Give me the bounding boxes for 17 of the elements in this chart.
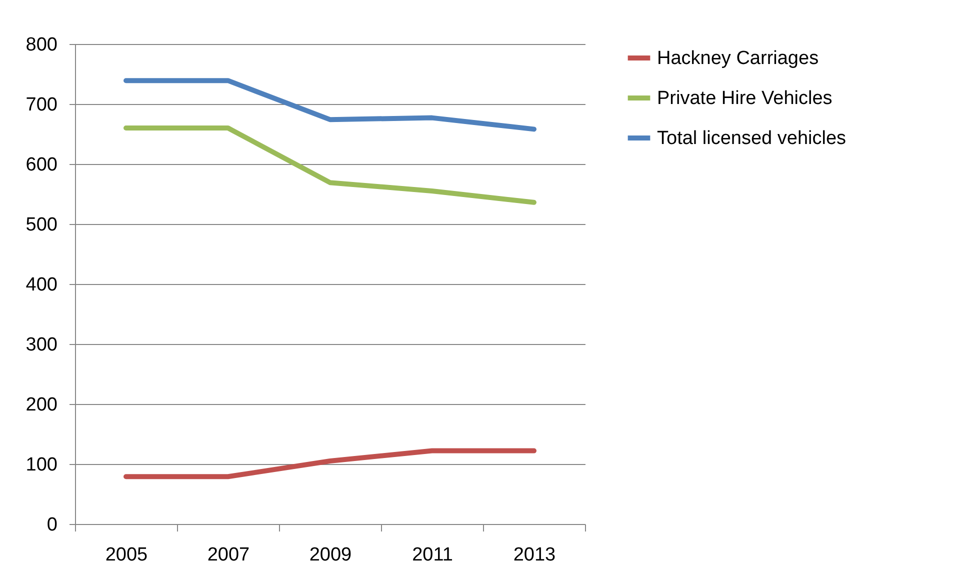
- y-tick-label: 300: [26, 334, 58, 356]
- legend-label: Hackney Carriages: [657, 48, 819, 69]
- x-tick-label: 2013: [513, 544, 556, 566]
- y-tick-label: 400: [26, 274, 58, 296]
- y-tick-label: 0: [46, 514, 58, 536]
- legend-label: Private Hire Vehicles: [657, 88, 832, 109]
- y-tick-label: 600: [26, 154, 58, 176]
- y-tick-label: 800: [26, 34, 58, 56]
- y-tick-label: 200: [26, 394, 58, 416]
- x-tick-label: 2011: [412, 544, 453, 566]
- y-tick-label: 100: [26, 454, 58, 476]
- x-tick-label: 2007: [207, 544, 250, 566]
- x-tick-label: 2005: [105, 544, 148, 566]
- x-tick-label: 2009: [309, 544, 352, 566]
- y-tick-label: 500: [26, 214, 58, 236]
- legend-label: Total licensed vehicles: [657, 128, 846, 149]
- y-tick-label: 700: [26, 94, 58, 116]
